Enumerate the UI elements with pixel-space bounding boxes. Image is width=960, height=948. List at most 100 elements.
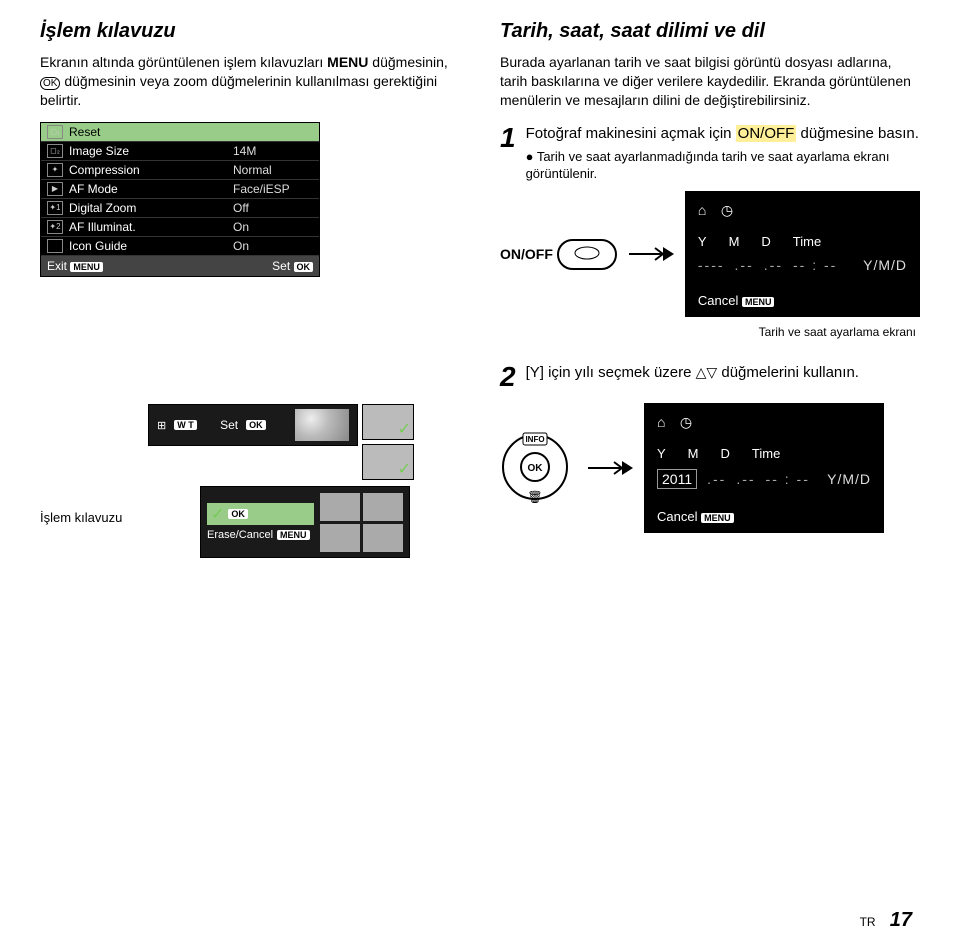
ok-chip-inline: OK	[40, 77, 60, 90]
page-number: 17	[890, 909, 912, 931]
hdr-time: Time	[793, 234, 821, 249]
val-m: .--	[735, 257, 754, 273]
right-intro: Burada ayarlanan tarih ve saat bilgisi g…	[500, 53, 920, 110]
cancel-text[interactable]: Cancel	[698, 293, 738, 308]
ok-chip: OK	[294, 262, 314, 272]
s1-sub: Tarih ve saat ayarlanmadığında tarih ve …	[526, 148, 920, 183]
datetime-panel-2: ⌂ ◷ Y M D Time 2011 .-- .-- -- : -- Y/M/…	[644, 403, 884, 533]
menu-row[interactable]: ◻₁ Reset	[41, 123, 319, 142]
lang-code: TR	[860, 915, 876, 929]
thumb-stack: ✓ ✓	[362, 404, 414, 480]
menu-chip: MENU	[742, 297, 775, 307]
step-2: 2 [Y] için yılı seçmek üzere △▽ düğmeler…	[500, 363, 920, 391]
thumb	[363, 524, 403, 552]
erase-text: Erase/Cancel	[207, 529, 273, 541]
row-icon: ▶	[47, 182, 63, 196]
thumb	[363, 493, 403, 521]
home-icon: ⌂	[657, 414, 665, 430]
power-button[interactable]	[557, 239, 617, 270]
menu-row[interactable]: Icon Guide On	[41, 237, 319, 256]
set-text: Set	[272, 259, 290, 273]
row-icon: ✦2	[47, 220, 63, 234]
step-1: 1 Fotoğraf makinesini açmak için ON/OFF …	[500, 124, 920, 183]
hdr-y: Y	[698, 234, 707, 249]
row-icon: ◻₂	[47, 144, 63, 158]
wt-chip: W T	[174, 420, 197, 430]
page-footer: TR 17	[860, 909, 912, 932]
arrow-icon	[627, 244, 675, 264]
s2a: [Y] için yılı seçmek üzere	[526, 364, 696, 381]
set-text: Set	[220, 418, 238, 432]
row-label: Digital Zoom	[69, 201, 233, 215]
exit-text: Exit	[47, 259, 67, 273]
check-icon: ✓	[398, 419, 411, 439]
hdr-d: D	[721, 446, 730, 461]
menu-chip: MENU	[701, 513, 734, 523]
row-label: Reset	[69, 125, 233, 139]
thumb	[320, 524, 360, 552]
thumb: ✓	[362, 404, 414, 440]
thumb-grid	[320, 493, 403, 552]
menu-footer: Exit MENU Set OK	[41, 256, 319, 276]
hdr-time: Time	[752, 446, 780, 461]
val-m: .--	[707, 471, 726, 487]
photo-thumb	[295, 409, 349, 441]
set-label[interactable]: Set OK	[272, 259, 313, 273]
val-t: -- : --	[766, 471, 810, 487]
row-label: AF Mode	[69, 182, 233, 196]
exit-label[interactable]: Exit MENU	[47, 259, 103, 273]
camera-menu-panel: ◻₁ Reset ◻₂ Image Size 14M ✦ Compression…	[40, 122, 320, 277]
row-val: 14M	[233, 144, 313, 158]
left-title: İşlem kılavuzu	[40, 20, 460, 43]
s1a: Fotoğraf makinesini açmak için	[526, 125, 736, 142]
menu-chip: MENU	[70, 262, 103, 272]
overlay-erase-cancel: ✓ OK Erase/Cancel MENU	[200, 486, 410, 558]
val-t: -- : --	[793, 257, 837, 273]
menu-row[interactable]: ✦1 Digital Zoom Off	[41, 199, 319, 218]
hdr-m: M	[688, 446, 699, 461]
intro-mid1: düğmesinin,	[368, 54, 447, 70]
overlay-zoom-select: ⊞ W T Set OK ✓ ✓	[148, 404, 414, 480]
row-label: AF Illuminat.	[69, 220, 233, 234]
val-y: ----	[698, 257, 725, 273]
row-val: Normal	[233, 163, 313, 177]
row-val: On	[233, 220, 313, 234]
right-title: Tarih, saat, saat dilimi ve dil	[500, 20, 920, 43]
clock-icon: ◷	[680, 414, 692, 430]
s2b: düğmelerini kullanın.	[717, 364, 859, 381]
row-val: Face/iESP	[233, 182, 313, 196]
home-icon: ⌂	[698, 202, 706, 218]
power-icon	[573, 245, 601, 261]
step-num-2: 2	[500, 363, 516, 391]
wheel-info-text: INFO	[525, 435, 544, 444]
menu-row[interactable]: ▶ AF Mode Face/iESP	[41, 180, 319, 199]
hdr-m: M	[729, 234, 740, 249]
row-label: Image Size	[69, 144, 233, 158]
step-num-1: 1	[500, 124, 516, 152]
menu-word: MENU	[327, 54, 368, 70]
ok-row[interactable]: ✓ OK	[207, 503, 314, 525]
wheel-ok-text: OK	[528, 463, 544, 474]
cancel-text[interactable]: Cancel	[657, 509, 697, 524]
left-intro: Ekranın altında görüntülenen işlem kılav…	[40, 53, 460, 110]
hdr-y: Y	[657, 446, 666, 461]
val-year-selected[interactable]: 2011	[657, 469, 697, 489]
menu-row[interactable]: ✦ Compression Normal	[41, 161, 319, 180]
menu-row[interactable]: ◻₂ Image Size 14M	[41, 142, 319, 161]
onoff-highlight: ON/OFF	[736, 125, 797, 142]
control-wheel[interactable]: OK INFO 🗑	[500, 429, 570, 508]
down-triangle-icon: ▽	[706, 364, 717, 380]
row-label: Icon Guide	[69, 239, 233, 253]
up-triangle-icon: △	[696, 364, 707, 380]
row-icon: ◻₁	[47, 125, 63, 139]
menu-row[interactable]: ✦2 AF Illuminat. On	[41, 218, 319, 237]
clock-icon: ◷	[721, 202, 733, 218]
check-icon: ✓	[398, 459, 411, 479]
val-d: .--	[736, 471, 755, 487]
onoff-label: ON/OFF	[500, 246, 553, 262]
s1c: düğmesine basın.	[796, 125, 919, 142]
ymd-order: Y/M/D	[863, 257, 907, 273]
row-icon: ✦1	[47, 201, 63, 215]
dt-caption: Tarih ve saat ayarlama ekranı	[500, 325, 916, 339]
menu-chip: MENU	[277, 530, 310, 540]
